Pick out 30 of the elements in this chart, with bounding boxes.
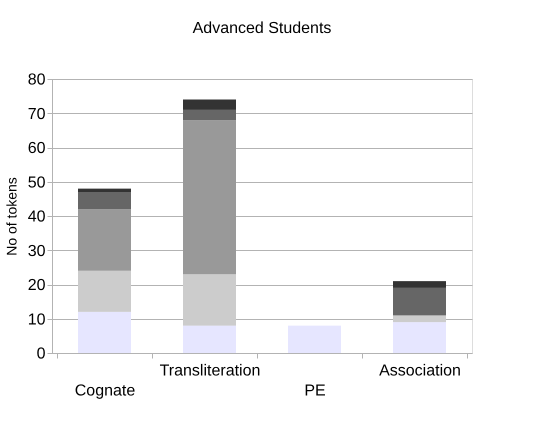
bar (393, 281, 446, 288)
y-tick-label: 30 (28, 242, 46, 260)
bar (78, 270, 131, 312)
bar (78, 188, 131, 192)
bar (393, 288, 446, 316)
bar (393, 322, 446, 353)
x-tick-label: PE (304, 382, 326, 400)
bar (183, 100, 236, 110)
y-tick-label: 20 (28, 277, 46, 294)
x-tick-label: Cognate (74, 382, 136, 400)
bar (183, 120, 236, 274)
y-tick-label: 60 (28, 140, 46, 157)
x-tick-label: Association (379, 362, 461, 380)
y-tick-label: 50 (28, 174, 46, 192)
bar (393, 315, 446, 322)
y-tick-label: 70 (28, 106, 46, 123)
bar (288, 326, 341, 353)
y-tick-label: 40 (28, 208, 46, 226)
bar (183, 274, 236, 326)
bar (78, 192, 131, 210)
bar (78, 312, 131, 353)
bar (78, 209, 131, 271)
y-tick-label: 10 (28, 311, 46, 328)
y-axis-title: No of tokens (4, 177, 20, 256)
y-tick-label: 80 (28, 72, 46, 88)
bar (183, 110, 236, 120)
y-tick-label: 0 (36, 346, 46, 362)
chart-title: Advanced Students (192, 20, 332, 37)
x-tick-label: Transliteration (160, 362, 260, 380)
bar (183, 326, 236, 353)
